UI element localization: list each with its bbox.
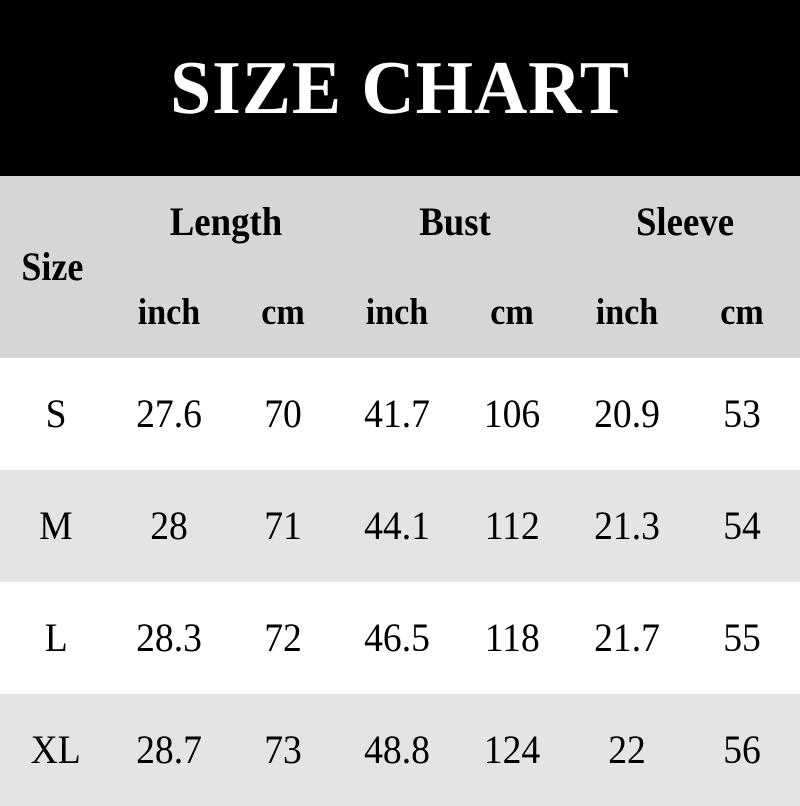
column-group-header-length: Length: [121, 176, 331, 267]
cell-sleeve-cm-value: 55: [723, 615, 761, 660]
cell-bust-inch: 46.5: [340, 582, 454, 694]
cell-length-cm: 71: [226, 470, 340, 582]
header-group-row: Size Length Bust Sleeve: [0, 176, 800, 358]
cell-size-value: XL: [30, 727, 82, 772]
cell-bust-cm: 118: [454, 582, 570, 694]
cell-sleeve-cm-value: 56: [723, 727, 761, 772]
table-row: XL 28.7 73 48.8 124 22 56: [0, 694, 800, 806]
cell-bust-inch: 44.1: [340, 470, 454, 582]
cell-bust-cm: 112: [454, 470, 570, 582]
cell-bust-inch-value: 48.8: [364, 727, 430, 772]
cell-bust-cm: 106: [454, 358, 570, 470]
cell-sleeve-cm: 54: [684, 470, 800, 582]
cell-length-inch-value: 27.6: [136, 391, 202, 436]
title-band: SIZE CHART: [0, 0, 800, 176]
cell-sleeve-cm-value: 53: [723, 391, 761, 436]
cell-length-cm-value: 70: [264, 391, 302, 436]
cell-sleeve-cm: 56: [684, 694, 800, 806]
cell-bust-cm-value: 118: [484, 615, 540, 660]
page-title: SIZE CHART: [170, 46, 630, 130]
cell-size: XL: [0, 694, 112, 806]
cell-size-value: L: [44, 615, 68, 660]
cell-bust-inch: 48.8: [340, 694, 454, 806]
cell-sleeve-inch: 22: [570, 694, 684, 806]
cell-sleeve-inch: 21.3: [570, 470, 684, 582]
table-row: S 27.6 70 41.7 106 20.9 53: [0, 358, 800, 470]
cell-length-inch: 27.6: [112, 358, 226, 470]
table-row: M 28 71 44.1 112 21.3 54: [0, 470, 800, 582]
table-header: Size Length Bust Sleeve inch cm inch cm …: [0, 176, 800, 358]
cell-length-cm: 73: [226, 694, 340, 806]
column-group-header-sleeve: Sleeve: [579, 176, 791, 267]
cell-size-value: S: [45, 391, 67, 436]
table-row: L 28.3 72 46.5 118 21.7 55: [0, 582, 800, 694]
cell-sleeve-cm: 55: [684, 582, 800, 694]
cell-size: M: [0, 470, 112, 582]
size-chart-table: Size Length Bust Sleeve inch cm inch cm …: [0, 176, 800, 806]
cell-length-cm-value: 71: [264, 503, 302, 548]
column-group-header-bust: Bust: [349, 176, 561, 267]
cell-bust-inch-value: 41.7: [364, 391, 430, 436]
column-header-sleeve-cm: cm: [688, 267, 796, 358]
column-header-length-cm: cm: [230, 267, 336, 358]
cell-size-value: M: [39, 503, 73, 548]
cell-sleeve-cm: 53: [684, 358, 800, 470]
cell-length-cm: 70: [226, 358, 340, 470]
cell-sleeve-inch-value: 20.9: [594, 391, 660, 436]
column-header-bust-cm: cm: [458, 267, 566, 358]
table-body: S 27.6 70 41.7 106 20.9 53 M 28 71 44.1 …: [0, 358, 800, 806]
cell-length-inch: 28: [112, 470, 226, 582]
column-header-sleeve-inch: inch: [574, 267, 680, 358]
cell-length-inch: 28.3: [112, 582, 226, 694]
cell-bust-cm: 124: [454, 694, 570, 806]
cell-length-cm-value: 72: [264, 615, 302, 660]
cell-length-inch: 28.7: [112, 694, 226, 806]
cell-sleeve-inch-value: 21.3: [594, 503, 660, 548]
cell-bust-inch: 41.7: [340, 358, 454, 470]
cell-length-inch-value: 28.3: [136, 615, 202, 660]
cell-length-cm-value: 73: [264, 727, 302, 772]
cell-sleeve-inch-value: 21.7: [594, 615, 660, 660]
header-unit-row: inch cm inch cm inch cm: [0, 267, 800, 358]
column-header-bust-inch: inch: [344, 267, 450, 358]
cell-size: L: [0, 582, 112, 694]
cell-length-cm: 72: [226, 582, 340, 694]
cell-length-inch-value: 28.7: [136, 727, 202, 772]
cell-sleeve-inch: 20.9: [570, 358, 684, 470]
cell-sleeve-cm-value: 54: [723, 503, 761, 548]
column-header-length-inch: inch: [116, 267, 222, 358]
cell-bust-cm-value: 106: [483, 391, 541, 436]
cell-bust-inch-value: 46.5: [364, 615, 430, 660]
cell-length-inch-value: 28: [150, 503, 188, 548]
cell-bust-inch-value: 44.1: [364, 503, 430, 548]
cell-sleeve-inch-value: 22: [608, 727, 646, 772]
cell-bust-cm-value: 112: [484, 503, 540, 548]
cell-sleeve-inch: 21.7: [570, 582, 684, 694]
cell-bust-cm-value: 124: [483, 727, 541, 772]
column-header-size: Size: [5, 176, 107, 358]
cell-size: S: [0, 358, 112, 470]
